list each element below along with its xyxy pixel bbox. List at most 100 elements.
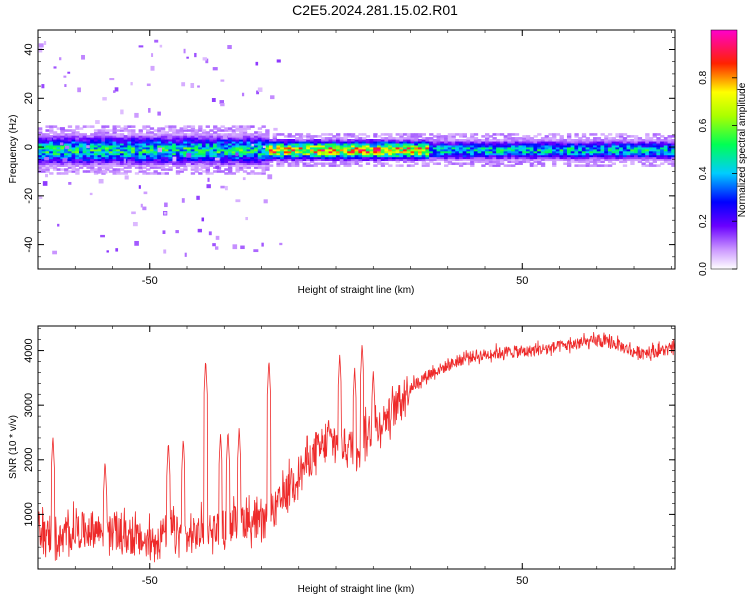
heatmap-cell bbox=[183, 162, 188, 165]
heatmap-cell bbox=[444, 144, 449, 148]
heatmap-cell bbox=[302, 144, 307, 148]
heatmap-cell bbox=[157, 131, 162, 134]
heatmap-cell bbox=[97, 162, 102, 165]
heatmap-cell bbox=[388, 146, 393, 150]
heatmap-cell bbox=[309, 139, 315, 142]
heatmap-cell bbox=[298, 142, 304, 146]
heatmap-cell bbox=[86, 154, 91, 158]
heatmap-cell bbox=[611, 144, 616, 148]
heatmap-cell bbox=[555, 146, 561, 150]
heatmap-cell bbox=[205, 162, 210, 165]
heatmap-cell bbox=[514, 152, 520, 156]
heatmap-cell bbox=[216, 148, 222, 152]
heatmap-speckle bbox=[181, 198, 185, 203]
heatmap-cell bbox=[496, 140, 501, 144]
heatmap-cell bbox=[336, 139, 341, 142]
heatmap-cell bbox=[97, 150, 102, 154]
heatmap-cell bbox=[71, 158, 76, 162]
heatmap-cell bbox=[634, 158, 639, 162]
heatmap-cell bbox=[38, 168, 43, 171]
heatmap-cell bbox=[589, 142, 594, 146]
heatmap-cell bbox=[447, 137, 453, 140]
heatmap-cell bbox=[660, 144, 665, 148]
heatmap-cell bbox=[596, 144, 602, 148]
heatmap-cell bbox=[127, 158, 132, 162]
heatmap-cell bbox=[648, 152, 654, 156]
heatmap-cell bbox=[611, 152, 616, 156]
heatmap-cell bbox=[194, 135, 199, 138]
heatmap-cell bbox=[239, 148, 244, 152]
heatmap-cell bbox=[86, 158, 91, 162]
heatmap-cell bbox=[671, 148, 675, 152]
spectrogram-x-axis-label: Height of straight line (km) bbox=[298, 285, 415, 296]
heatmap-cell bbox=[503, 148, 508, 152]
heatmap-cell bbox=[86, 156, 91, 160]
heatmap-cell bbox=[343, 160, 348, 164]
heatmap-cell bbox=[432, 139, 438, 142]
heatmap-cell bbox=[146, 129, 151, 132]
heatmap-cell bbox=[354, 150, 359, 154]
heatmap-cell bbox=[283, 139, 289, 142]
heatmap-cell bbox=[112, 144, 117, 148]
heatmap-cell bbox=[242, 131, 248, 134]
snr-y-axis-label: SNR (10 * v/v) bbox=[8, 415, 19, 479]
heatmap-cell bbox=[49, 156, 54, 160]
heatmap-cell bbox=[131, 152, 136, 156]
heatmap-cell bbox=[324, 148, 330, 152]
heatmap-cell bbox=[78, 146, 84, 150]
heatmap-cell bbox=[45, 166, 50, 169]
heatmap-cell bbox=[660, 152, 665, 156]
heatmap-cell bbox=[265, 156, 270, 160]
heatmap-cell bbox=[339, 158, 345, 162]
heatmap-cell bbox=[343, 154, 348, 158]
heatmap-cell bbox=[414, 139, 419, 142]
heatmap-cell bbox=[343, 135, 348, 138]
heatmap-cell bbox=[503, 139, 508, 142]
heatmap-cell bbox=[254, 142, 259, 146]
heatmap-cell bbox=[56, 142, 61, 146]
heatmap-cell bbox=[101, 129, 106, 132]
heatmap-cell bbox=[295, 142, 300, 146]
spectrogram-x-tick-label: 50 bbox=[516, 275, 528, 287]
heatmap-cell bbox=[540, 148, 546, 152]
heatmap-cell bbox=[373, 146, 378, 150]
heatmap-speckle bbox=[140, 203, 143, 208]
heatmap-cell bbox=[574, 154, 579, 158]
heatmap-cell bbox=[313, 142, 318, 146]
heatmap-cell bbox=[336, 156, 341, 160]
heatmap-cell bbox=[321, 133, 326, 136]
heatmap-cell bbox=[458, 162, 464, 165]
heatmap-cell bbox=[339, 152, 345, 156]
heatmap-cell bbox=[388, 150, 393, 154]
heatmap-cell bbox=[652, 152, 657, 156]
heatmap-cell bbox=[198, 125, 203, 128]
heatmap-cell bbox=[358, 139, 363, 142]
heatmap-cell bbox=[187, 148, 192, 152]
heatmap-cell bbox=[201, 158, 207, 162]
heatmap-cell bbox=[105, 140, 110, 144]
heatmap-cell bbox=[458, 139, 464, 142]
heatmap-cell bbox=[283, 152, 289, 156]
heatmap-cell bbox=[216, 154, 222, 158]
heatmap-cell bbox=[593, 160, 598, 164]
heatmap-cell bbox=[242, 127, 248, 130]
heatmap-cell bbox=[242, 154, 248, 158]
heatmap-cell bbox=[227, 150, 233, 154]
heatmap-speckle bbox=[181, 82, 186, 87]
heatmap-cell bbox=[667, 137, 672, 140]
heatmap-cell bbox=[376, 146, 382, 150]
heatmap-cell bbox=[49, 172, 54, 175]
heatmap-cell bbox=[280, 160, 285, 164]
heatmap-cell bbox=[101, 162, 106, 165]
heatmap-cell bbox=[276, 158, 281, 162]
heatmap-cell bbox=[82, 162, 88, 165]
heatmap-cell bbox=[533, 164, 538, 167]
heatmap-cell bbox=[615, 154, 620, 158]
heatmap-cell bbox=[593, 133, 598, 136]
heatmap-cell bbox=[336, 164, 341, 167]
heatmap-cell bbox=[492, 144, 497, 148]
heatmap-cell bbox=[533, 156, 538, 160]
heatmap-cell bbox=[213, 125, 218, 128]
heatmap-cell bbox=[660, 150, 665, 154]
heatmap-cell bbox=[622, 150, 628, 154]
